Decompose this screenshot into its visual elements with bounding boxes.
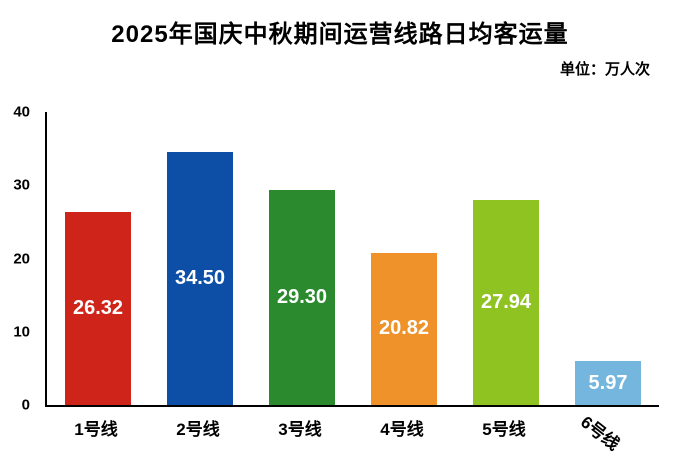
bar-6号线: 5.97	[575, 361, 641, 405]
bar-column-6号线: 5.97	[558, 112, 659, 405]
bar-value-label: 5.97	[588, 371, 628, 394]
bar-column-3号线: 29.30	[252, 112, 353, 405]
bar-5号线: 27.94	[473, 200, 539, 405]
x-label-1号线: 1号线	[74, 420, 118, 439]
x-label-3号线: 3号线	[278, 420, 322, 439]
y-axis: 0 10 20 30 40	[0, 104, 38, 414]
bar-column-1号线: 26.32	[48, 112, 149, 405]
x-axis: 1号线 2号线 3号线 4号线 5号线 6号线	[45, 409, 657, 454]
x-label-5号线: 5号线	[482, 420, 526, 439]
chart-title: 2025年国庆中秋期间运营线路日均客运量	[111, 21, 569, 48]
x-label-2号线: 2号线	[176, 420, 220, 439]
bar-value-label: 29.30	[276, 286, 328, 309]
y-tick-label: 0	[21, 396, 30, 414]
y-tick-label: 10	[13, 323, 30, 341]
x-label-4号线: 4号线	[380, 420, 424, 439]
y-tick-label: 30	[13, 176, 30, 194]
plot-frame: 26.32 34.50 29.30 20.82 27.94 5.97	[45, 112, 659, 407]
bar-value-label: 26.32	[72, 297, 124, 320]
bar-value-label: 20.82	[378, 317, 430, 340]
plot-area: 26.32 34.50 29.30 20.82 27.94 5.97	[47, 112, 659, 405]
y-tick-label: 40	[13, 103, 30, 121]
bar-column-2号线: 34.50	[150, 112, 251, 405]
bar-3号线: 29.30	[269, 190, 335, 405]
bar-value-label: 27.94	[480, 291, 532, 314]
y-tick-label: 20	[13, 250, 30, 267]
bar-column-4号线: 20.82	[354, 112, 455, 405]
bar-4号线: 20.82	[371, 252, 437, 405]
unit-label: 单位：万人次	[559, 61, 650, 78]
bar-2号线: 34.50	[167, 152, 233, 405]
bar-column-5号线: 27.94	[456, 112, 557, 405]
bar-1号线: 26.32	[65, 212, 131, 405]
bar-value-label: 34.50	[174, 267, 226, 290]
